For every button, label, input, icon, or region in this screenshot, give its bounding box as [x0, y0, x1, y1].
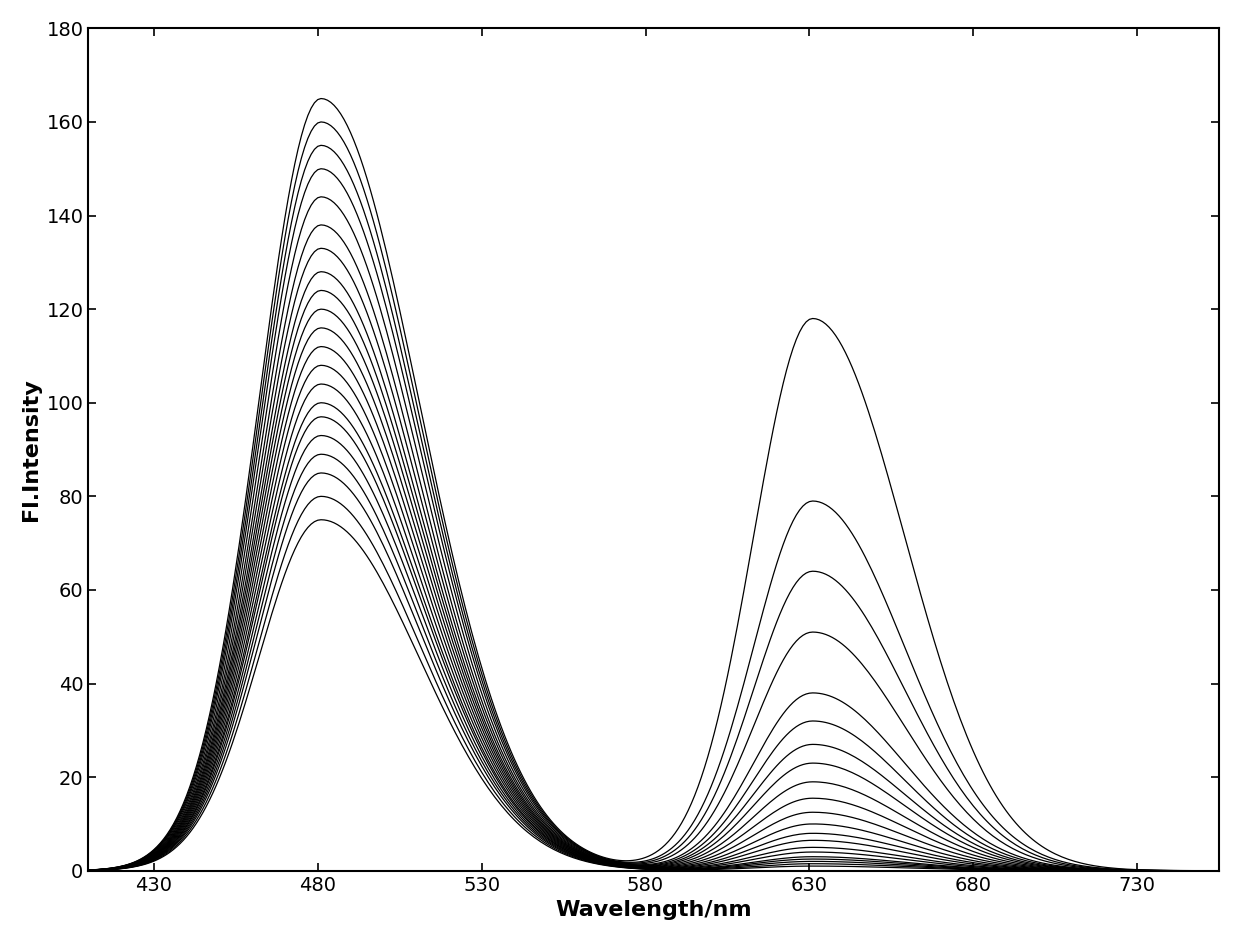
- Y-axis label: Fl.Intensity: Fl.Intensity: [21, 378, 41, 521]
- X-axis label: Wavelength/nm: Wavelength/nm: [556, 901, 751, 920]
